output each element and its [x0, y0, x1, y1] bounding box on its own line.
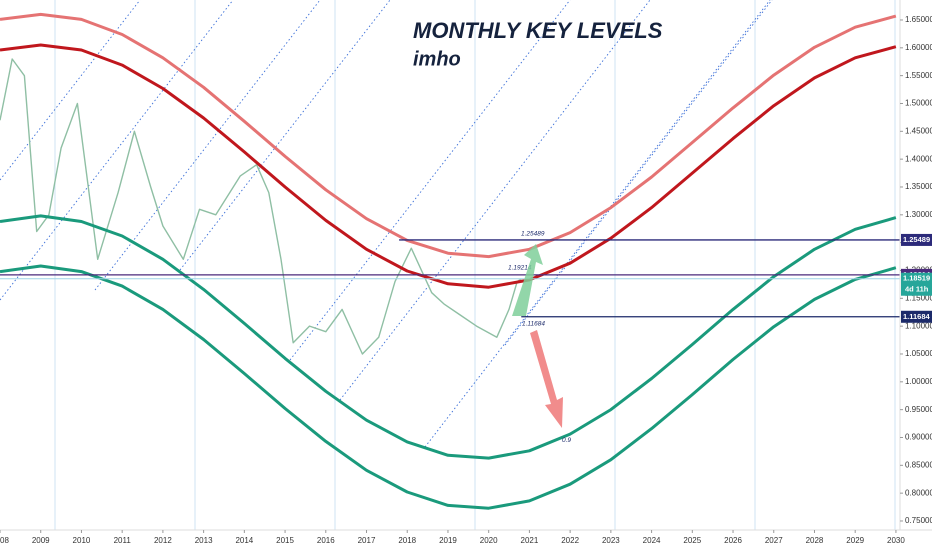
x-tick-label: 2027: [765, 536, 783, 545]
level-box-label: 1.11684: [903, 312, 931, 321]
x-tick-label: 2025: [683, 536, 701, 545]
x-tick-label: 2029: [846, 536, 864, 545]
y-tick-label: 1.60000: [905, 43, 932, 52]
plot: 1.25489 1.19214 1.11684 0.9: [0, 12, 900, 510]
x-tick-label: 2016: [317, 536, 335, 545]
y-tick-label: 1.55000: [905, 71, 932, 80]
x-tick-label: 2020: [480, 536, 498, 545]
cycle-curve: [0, 12, 897, 259]
x-tick-label: 2013: [195, 536, 213, 545]
x-tick-label: 2021: [521, 536, 539, 545]
level-annotation: 1.11684: [522, 320, 545, 327]
current-box: [901, 272, 932, 296]
level-annotation: 1.25489: [521, 231, 545, 238]
x-tick-label: 2012: [154, 536, 172, 545]
y-tick-label: 0.95000: [905, 405, 932, 414]
session-lines: [54, 0, 896, 530]
y-tick-label: 1.65000: [905, 15, 932, 24]
x-tick-label: 2014: [235, 536, 253, 545]
x-tick-label: 2026: [724, 536, 742, 545]
y-tick-label: 1.45000: [905, 126, 932, 135]
x-tick-label: 2018: [398, 536, 416, 545]
y-tick-label: 1.40000: [905, 154, 932, 163]
target-label: 0.9: [562, 437, 571, 444]
axes: 1.65000 1.60000 1.55000 1.50000 1.45000 1.400…: [0, 15, 932, 545]
y-tick-label: 1.35000: [905, 182, 932, 191]
x-tick-label: 2022: [561, 536, 579, 545]
y-tick-label: 0.90000: [905, 433, 932, 442]
x-tick-label: 2011: [114, 536, 132, 545]
chart-title: MONTHLY KEY LEVELS: [413, 18, 663, 43]
x-tick-label: 2028: [806, 536, 824, 545]
y-tick-label: 1.05000: [905, 349, 932, 358]
y-tick-label: 0.75000: [905, 516, 932, 525]
down-arrow: [530, 330, 563, 428]
y-tick-label: 0.85000: [905, 460, 932, 469]
price-line: [0, 58, 522, 355]
x-tick-label: 2017: [358, 536, 376, 545]
x-tick-label: 2009: [32, 536, 50, 545]
x-tick-label: 08: [0, 536, 9, 545]
y-tick-label: 1.30000: [905, 210, 932, 219]
y-tick-label: 1.15000: [905, 293, 932, 302]
current-price-label: 1.18519: [903, 274, 930, 283]
y-tick-label: 1.10000: [905, 321, 932, 330]
level-box-label: 1.25489: [903, 235, 930, 244]
x-tick-label: 2023: [602, 536, 620, 545]
x-tick-label: 2015: [276, 536, 294, 545]
x-tick-label: 2019: [439, 536, 457, 545]
level-annotation: 1.19214: [508, 265, 532, 272]
cycle-curve: [0, 214, 897, 460]
y-tick-label: 0.80000: [905, 488, 932, 497]
countdown-label: 4d 11h: [905, 285, 929, 294]
x-tick-label: 2030: [887, 536, 905, 545]
x-tick-label: 2010: [73, 536, 91, 545]
chart-subtitle: imho: [413, 48, 461, 70]
y-tick-label: 1.00000: [905, 377, 932, 386]
cycle-curve: [0, 43, 897, 289]
up-arrow: [512, 244, 543, 316]
y-tick-label: 1.50000: [905, 99, 932, 108]
cycle-curve: [0, 264, 897, 510]
level-box: [901, 310, 932, 323]
x-tick-label: 2024: [643, 536, 661, 545]
level-box: [901, 233, 932, 246]
